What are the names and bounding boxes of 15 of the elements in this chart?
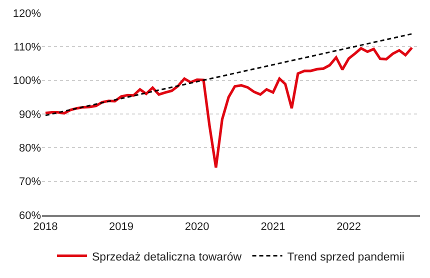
x-tick-label: 2022 (336, 220, 362, 233)
y-tick-label: 110% (14, 42, 42, 54)
legend-label: Trend sprzed pandemii (287, 251, 404, 264)
y-tick-label: 80% (18, 142, 42, 155)
y-tick-label: 70% (18, 176, 42, 188)
legend-label: Sprzedaż detaliczna towarów (92, 251, 242, 264)
line-series (44, 46, 414, 169)
x-tick-label: 2018 (33, 220, 58, 233)
x-tick-label: 2019 (109, 220, 134, 233)
y-tick-label: 100% (12, 75, 42, 88)
y-tick-label: 120% (12, 8, 42, 20)
y-tick-label: 60% (18, 210, 42, 222)
x-tick-label: 2021 (260, 220, 286, 233)
x-tick-label: 2020 (184, 220, 210, 233)
y-tick-label: 90% (18, 108, 42, 121)
